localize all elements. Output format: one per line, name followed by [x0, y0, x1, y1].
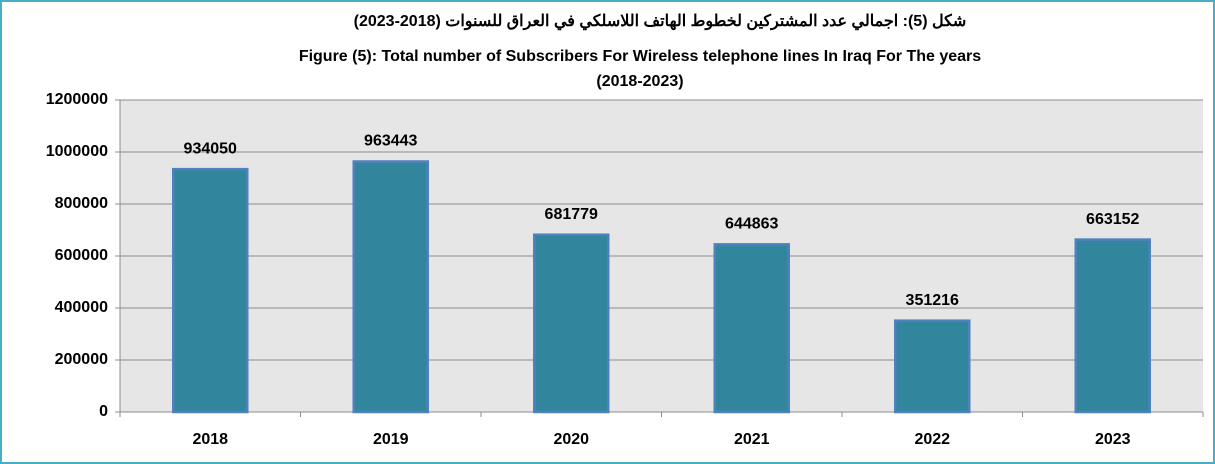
x-tick-label: 2018 — [192, 431, 228, 448]
y-tick-label: 1200000 — [46, 91, 108, 108]
bar — [893, 319, 971, 414]
y-tick-label: 0 — [99, 403, 108, 420]
y-tick-label: 200000 — [55, 351, 108, 368]
data-label: 934050 — [184, 140, 237, 157]
y-tick-label: 600000 — [55, 247, 108, 264]
bar — [1074, 238, 1152, 414]
x-tick-label: 2021 — [734, 431, 770, 448]
data-label: 681779 — [545, 206, 598, 223]
x-tick-label: 2023 — [1095, 431, 1131, 448]
y-tick-label: 1000000 — [46, 143, 108, 160]
y-tick-label: 800000 — [55, 195, 108, 212]
chart-title: Figure (5): Total number of Subscribers … — [299, 48, 981, 65]
x-tick-label: 2022 — [914, 431, 950, 448]
data-label: 644863 — [725, 216, 778, 233]
data-label: 351216 — [906, 292, 959, 309]
y-tick-label: 400000 — [55, 299, 108, 316]
x-tick-label: 2019 — [373, 431, 409, 448]
chart-title-years: (2018-2023) — [596, 73, 683, 90]
bar — [352, 160, 430, 414]
data-label: 663152 — [1086, 211, 1139, 228]
bar — [713, 243, 791, 414]
chart-title-arabic: شكل (5): اجمالي عدد المشتركين لخطوط الها… — [354, 13, 967, 31]
bar — [171, 167, 249, 414]
bar — [532, 233, 610, 414]
data-label: 963443 — [364, 133, 417, 150]
x-tick-label: 2020 — [553, 431, 589, 448]
